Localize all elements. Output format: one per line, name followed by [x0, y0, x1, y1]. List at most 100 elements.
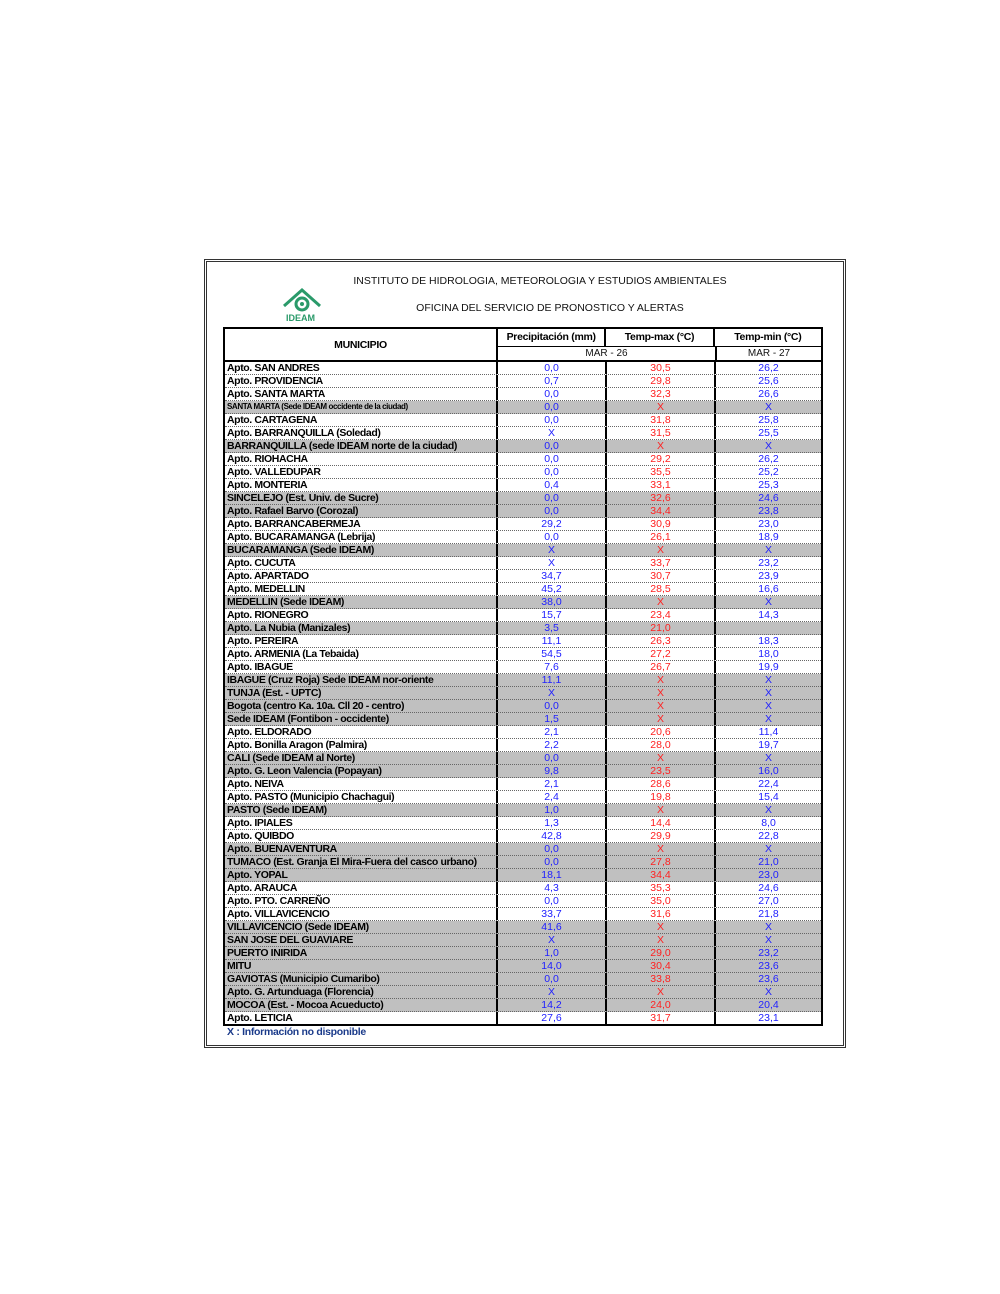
tmax-cell: 26,1: [607, 531, 716, 543]
municipio-cell: Apto. BUENAVENTURA: [225, 843, 498, 855]
header-tmax: Temp-max (°C): [606, 329, 715, 346]
table-row: Apto. ARMENIA (La Tebaida) 54,5 27,2 18,0: [225, 648, 821, 661]
municipio-cell: Apto. VALLEDUPAR: [225, 466, 498, 478]
tmax-cell: 28,5: [607, 583, 716, 595]
precip-cell: 0,0: [498, 752, 607, 764]
table-row: Apto. MONTERIA 0,4 33,1 25,3: [225, 479, 821, 492]
municipio-cell: PUERTO INIRIDA: [225, 947, 498, 959]
tmax-cell: 31,6: [607, 908, 716, 920]
municipio-cell: BARRANQUILLA (sede IDEAM norte de la ciu…: [225, 440, 498, 452]
tmin-cell: X: [764, 544, 772, 556]
municipio-cell: Apto. QUIBDO: [225, 830, 498, 842]
municipio-cell: SANTA MARTA (Sede IDEAM occidente de la …: [225, 401, 498, 413]
precip-cell: 0,0: [498, 505, 607, 517]
tmin-cell: 16,6: [758, 583, 779, 595]
table-row: Apto. PTO. CARREÑO 0,0 35,0 27,0: [225, 895, 821, 908]
tmax-cell: 26,3: [607, 635, 716, 647]
tmax-cell: 34,4: [607, 505, 716, 517]
precip-cell: X: [498, 986, 607, 998]
municipio-cell: Apto. SANTA MARTA: [225, 388, 498, 400]
table-row: Apto. RIONEGRO 15,7 23,4 14,3: [225, 609, 821, 622]
precip-cell: X: [498, 557, 607, 569]
tmax-cell: 27,8: [607, 856, 716, 868]
municipio-cell: Apto. Bonilla Aragon (Palmira): [225, 739, 498, 751]
tmax-cell: X: [607, 921, 716, 933]
tmin-cell: 22,8: [758, 830, 779, 842]
tmax-cell: 32,3: [607, 388, 716, 400]
tmin-cell: X: [764, 986, 772, 998]
table-body: Apto. SAN ANDRES 0,0 30,5 26,2 Apto. PROVIDE…: [225, 362, 821, 1024]
table-row: Apto. APARTADO 34,7 30,7 23,9: [225, 570, 821, 583]
table-row: Apto. BARRANQUILLA (Soledad) X 31,5 25,5: [225, 427, 821, 440]
municipio-cell: Apto. BARRANQUILLA (Soledad): [225, 427, 498, 439]
precip-cell: 1,5: [498, 713, 607, 725]
tmax-cell: X: [607, 986, 716, 998]
precip-cell: 41,6: [498, 921, 607, 933]
municipio-cell: TUNJA (Est. - UPTC): [225, 687, 498, 699]
municipio-cell: Apto. ELDORADO: [225, 726, 498, 738]
precip-cell: 9,8: [498, 765, 607, 777]
precip-cell: 3,5: [498, 622, 607, 634]
table-row: BARRANQUILLA (sede IDEAM norte de la ciu…: [225, 440, 821, 453]
table-row: Apto. PEREIRA 11,1 26,3 18,3: [225, 635, 821, 648]
tmin-cell: 27,0: [758, 895, 779, 907]
ideam-logo: IDEAM: [280, 286, 324, 326]
tmax-cell: 19,8: [607, 791, 716, 803]
table-row: Apto. NEIVA 2,1 28,6 22,4: [225, 778, 821, 791]
tmax-cell: 29,0: [607, 947, 716, 959]
precip-cell: 14,2: [498, 999, 607, 1011]
tmax-cell: 26,7: [607, 661, 716, 673]
precip-cell: X: [498, 427, 607, 439]
tmax-cell: 30,9: [607, 518, 716, 530]
table-row: Apto. La Nubia (Manizales) 3,5 21,0: [225, 622, 821, 635]
precip-cell: 0,0: [498, 492, 607, 504]
precip-cell: 1,0: [498, 947, 607, 959]
tmax-cell: X: [607, 843, 716, 855]
tmin-cell: 23,2: [758, 557, 779, 569]
precip-cell: 0,0: [498, 388, 607, 400]
table-row: Apto. BUCARAMANGA (Lebrija) 0,0 26,1 18,9: [225, 531, 821, 544]
tmin-cell: 23,1: [758, 1012, 779, 1024]
municipio-cell: MEDELLIN (Sede IDEAM): [225, 596, 498, 608]
tmax-cell: X: [607, 674, 716, 686]
tmin-cell: X: [764, 596, 772, 608]
precip-cell: 0,0: [498, 843, 607, 855]
precip-cell: 0,0: [498, 440, 607, 452]
precip-cell: 0,7: [498, 375, 607, 387]
precip-cell: 0,0: [498, 414, 607, 426]
tmax-cell: 30,7: [607, 570, 716, 582]
municipio-cell: Apto. G. Artunduaga (Florencia): [225, 986, 498, 998]
table-row: Apto. VALLEDUPAR 0,0 35,5 25,2: [225, 466, 821, 479]
tmax-cell: 31,5: [607, 427, 716, 439]
tmin-cell: X: [764, 843, 772, 855]
tmin-cell: 14,3: [758, 609, 779, 621]
municipio-cell: Apto. PROVIDENCIA: [225, 375, 498, 387]
precip-cell: 1,0: [498, 804, 607, 816]
tmax-cell: 29,8: [607, 375, 716, 387]
municipio-cell: Apto. ARMENIA (La Tebaida): [225, 648, 498, 660]
table-row: Apto. G. Leon Valencia (Popayan) 9,8 23,5 1…: [225, 765, 821, 778]
table-row: Apto. CUCUTA X 33,7 23,2: [225, 557, 821, 570]
tmax-cell: 23,4: [607, 609, 716, 621]
municipio-cell: Sede IDEAM (Fontibon - occidente): [225, 713, 498, 725]
table-row: Apto. Rafael Barvo (Corozal) 0,0 34,4 23,8: [225, 505, 821, 518]
precip-cell: 7,6: [498, 661, 607, 673]
tmax-cell: 35,3: [607, 882, 716, 894]
tmax-cell: 34,4: [607, 869, 716, 881]
municipio-cell: Apto. MONTERIA: [225, 479, 498, 491]
tmax-cell: 29,9: [607, 830, 716, 842]
table-row: Apto. QUIBDO 42,8 29,9 22,8: [225, 830, 821, 843]
tmin-cell: 16,0: [758, 765, 779, 777]
tmin-cell: 26,2: [758, 362, 779, 374]
tmin-cell: 19,7: [758, 739, 779, 751]
municipio-cell: VILLAVICENCIO (Sede IDEAM): [225, 921, 498, 933]
tmax-cell: X: [607, 934, 716, 946]
tmin-cell: 8,0: [761, 817, 776, 829]
municipio-cell: PASTO (Sede IDEAM): [225, 804, 498, 816]
tmin-cell: 23,6: [758, 973, 779, 985]
institute-title: INSTITUTO DE HIDROLOGIA, METEOROLOGIA Y …: [353, 275, 727, 287]
tmin-cell: 18,0: [758, 648, 779, 660]
tmin-cell: X: [764, 700, 772, 712]
precip-cell: 0,4: [498, 479, 607, 491]
precip-cell: 4,3: [498, 882, 607, 894]
